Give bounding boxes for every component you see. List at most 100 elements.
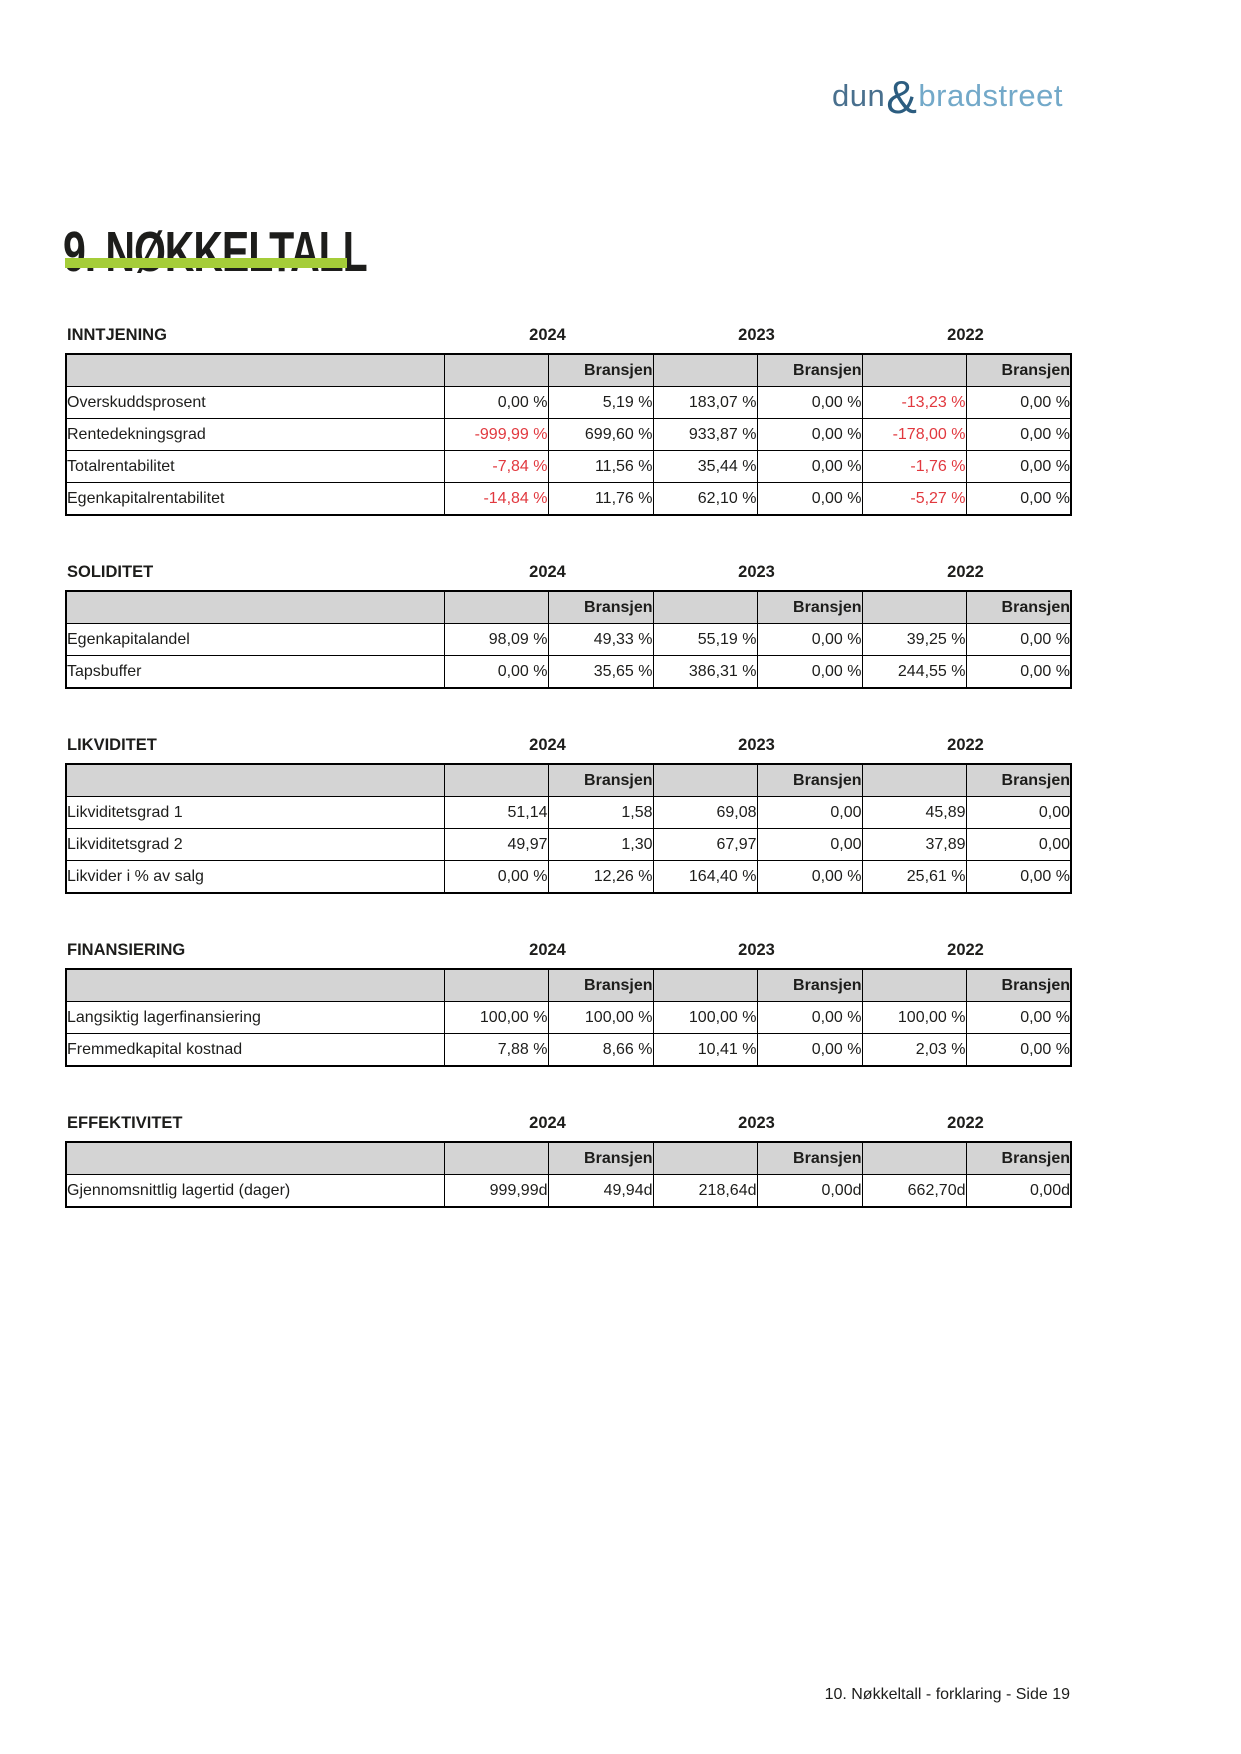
value-cell: 0,00	[965, 828, 1072, 861]
section-heading-row: INNTJENING 2024 2023 2022	[65, 325, 1070, 345]
value-cell: -178,00 %	[861, 418, 967, 451]
table-row: Fremmedkapital kostnad 7,88 % 8,66 % 10,41 …	[65, 1033, 1072, 1067]
value-cell: 49,94d	[547, 1174, 654, 1208]
value-cell: 0,00 %	[965, 386, 1072, 419]
value-cell: -999,99 %	[443, 418, 549, 451]
year-label: 2022	[947, 1114, 984, 1132]
value-cell: 0,00 %	[756, 386, 863, 419]
section-finansiering: FINANSIERING 2024 2023 2022 Bransjen Bransjen…	[65, 940, 1072, 1067]
section-likviditet: LIKVIDITET 2024 2023 2022 Bransjen Bransjen Br…	[65, 735, 1072, 894]
year-label: 2024	[529, 1114, 566, 1132]
row-label: Totalrentabilitet	[65, 450, 445, 483]
empty-header-cell	[443, 968, 549, 1002]
section-soliditet: SOLIDITET 2024 2023 2022 Bransjen Bransjen Bra…	[65, 562, 1072, 689]
section-heading-row: LIKVIDITET 2024 2023 2022	[65, 735, 1070, 755]
bransjen-header-cell: Bransjen	[547, 590, 654, 624]
empty-header-cell	[652, 1141, 758, 1175]
value-cell: -1,76 %	[861, 450, 967, 483]
row-label: Likviditetsgrad 1	[65, 796, 445, 829]
row-label: Fremmedkapital kostnad	[65, 1033, 445, 1067]
value-cell: 49,97	[443, 828, 549, 861]
section-inntjening: INNTJENING 2024 2023 2022 Bransjen Bransjen Br…	[65, 325, 1072, 516]
section-heading-row: FINANSIERING 2024 2023 2022	[65, 940, 1070, 960]
kpi-table-finansiering: Bransjen Bransjen Bransjen Langsiktig lager…	[65, 968, 1072, 1067]
table-header-row: Bransjen Bransjen Bransjen	[65, 763, 1072, 797]
section-heading: SOLIDITET	[67, 563, 154, 581]
empty-header-cell	[861, 763, 967, 797]
bransjen-header-cell: Bransjen	[756, 763, 863, 797]
year-label: 2023	[738, 1114, 775, 1132]
value-cell: 218,64d	[652, 1174, 758, 1208]
value-cell: 62,10 %	[652, 482, 758, 516]
value-cell: 10,41 %	[652, 1033, 758, 1067]
row-label: Likvider i % av salg	[65, 860, 445, 894]
table-row: Egenkapitalrentabilitet -14,84 % 11,76 % 62…	[65, 482, 1072, 516]
bransjen-header-cell: Bransjen	[756, 1141, 863, 1175]
empty-header-cell	[443, 590, 549, 624]
value-cell: 49,33 %	[547, 623, 654, 656]
value-cell: 0,00 %	[756, 1001, 863, 1034]
value-cell: 0,00 %	[965, 450, 1072, 483]
empty-header-cell	[65, 763, 445, 797]
section-heading: EFFEKTIVITET	[67, 1114, 183, 1132]
value-cell: 0,00 %	[965, 418, 1072, 451]
year-label: 2022	[947, 563, 984, 581]
section-heading-row: EFFEKTIVITET 2024 2023 2022	[65, 1113, 1070, 1133]
year-label: 2023	[738, 736, 775, 754]
kpi-table-likviditet: Bransjen Bransjen Bransjen Likviditetsgrad …	[65, 763, 1072, 894]
value-cell: 1,30	[547, 828, 654, 861]
value-cell: -5,27 %	[861, 482, 967, 516]
row-label: Rentedekningsgrad	[65, 418, 445, 451]
value-cell: 8,66 %	[547, 1033, 654, 1067]
table-header-row: Bransjen Bransjen Bransjen	[65, 590, 1072, 624]
value-cell: 45,89	[861, 796, 967, 829]
value-cell: 0,00 %	[965, 655, 1072, 689]
logo-ampersand-icon: &	[886, 71, 918, 123]
value-cell: 55,19 %	[652, 623, 758, 656]
value-cell: 0,00d	[756, 1174, 863, 1208]
kpi-sections: INNTJENING 2024 2023 2022 Bransjen Bransjen Br…	[65, 325, 1072, 1254]
bransjen-header-cell: Bransjen	[756, 353, 863, 387]
section-heading: LIKVIDITET	[67, 736, 157, 754]
dun-and-bradstreet-logo: dun&bradstreet	[832, 74, 1063, 120]
value-cell: 244,55 %	[861, 655, 967, 689]
value-cell: -14,84 %	[443, 482, 549, 516]
table-row: Totalrentabilitet -7,84 % 11,56 % 35,44 % 0,…	[65, 450, 1072, 483]
bransjen-header-cell: Bransjen	[547, 763, 654, 797]
empty-header-cell	[861, 590, 967, 624]
empty-header-cell	[861, 1141, 967, 1175]
year-label: 2023	[738, 563, 775, 581]
value-cell: 7,88 %	[443, 1033, 549, 1067]
table-row: Likvider i % av salg 0,00 % 12,26 % 164,40 …	[65, 860, 1072, 894]
value-cell: 98,09 %	[443, 623, 549, 656]
value-cell: 0,00	[965, 796, 1072, 829]
value-cell: 0,00 %	[965, 623, 1072, 656]
value-cell: 0,00 %	[443, 386, 549, 419]
row-label: Overskuddsprosent	[65, 386, 445, 419]
table-row: Gjennomsnittlig lagertid (dager) 999,99d 4…	[65, 1174, 1072, 1208]
page-title: 9. NØKKELTALL	[63, 220, 368, 285]
value-cell: 0,00 %	[756, 623, 863, 656]
row-label: Gjennomsnittlig lagertid (dager)	[65, 1174, 445, 1208]
value-cell: 35,65 %	[547, 655, 654, 689]
year-label: 2024	[529, 736, 566, 754]
empty-header-cell	[652, 590, 758, 624]
value-cell: 0,00 %	[756, 418, 863, 451]
table-header-row: Bransjen Bransjen Bransjen	[65, 353, 1072, 387]
table-row: Overskuddsprosent 0,00 % 5,19 % 183,07 % 0,0…	[65, 386, 1072, 419]
value-cell: 933,87 %	[652, 418, 758, 451]
value-cell: 37,89	[861, 828, 967, 861]
value-cell: 0,00 %	[965, 482, 1072, 516]
value-cell: 100,00 %	[861, 1001, 967, 1034]
empty-header-cell	[65, 353, 445, 387]
year-label: 2024	[529, 941, 566, 959]
table-header-row: Bransjen Bransjen Bransjen	[65, 968, 1072, 1002]
value-cell: 0,00 %	[443, 860, 549, 894]
table-row: Rentedekningsgrad -999,99 % 699,60 % 933,87…	[65, 418, 1072, 451]
table-row: Tapsbuffer 0,00 % 35,65 % 386,31 % 0,00 % 244…	[65, 655, 1072, 689]
value-cell: 0,00 %	[756, 1033, 863, 1067]
row-label: Tapsbuffer	[65, 655, 445, 689]
value-cell: 999,99d	[443, 1174, 549, 1208]
kpi-table-soliditet: Bransjen Bransjen Bransjen Egenkapitalandel…	[65, 590, 1072, 689]
empty-header-cell	[65, 590, 445, 624]
